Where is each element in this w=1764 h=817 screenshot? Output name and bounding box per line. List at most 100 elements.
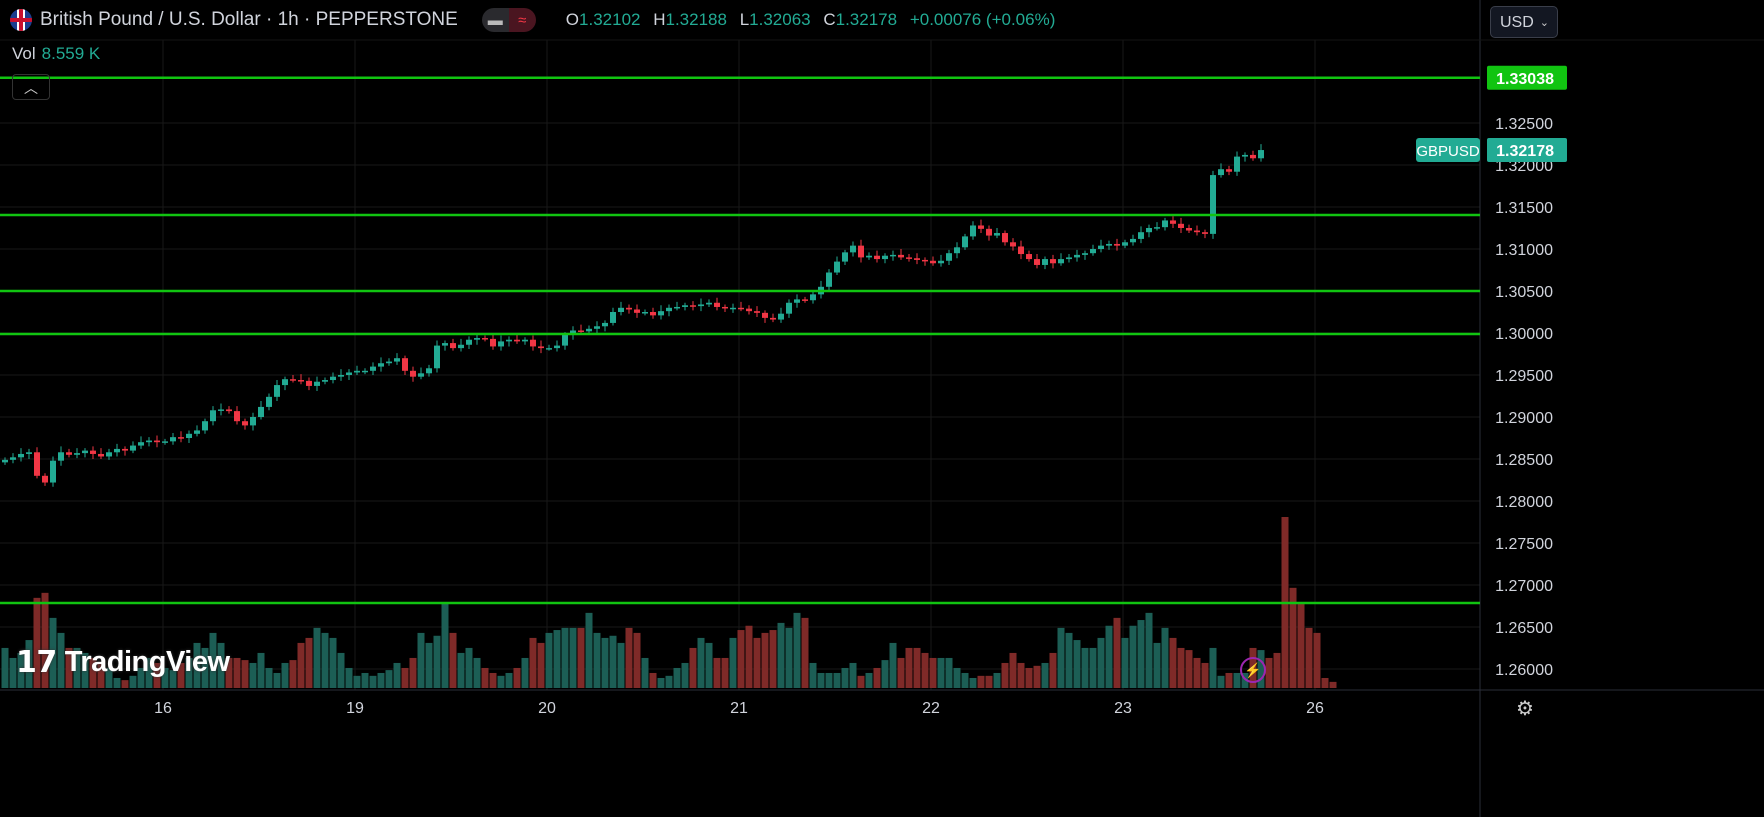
candle — [346, 369, 352, 381]
volume-bar — [1, 647, 9, 688]
candle-body — [738, 307, 744, 310]
volume-bar — [313, 627, 321, 688]
candle — [1170, 216, 1176, 228]
volume-bar — [897, 657, 905, 688]
settings-gear-icon[interactable]: ⚙ — [1516, 698, 1534, 720]
candle-body — [802, 299, 808, 301]
candle-body — [482, 338, 488, 340]
price-tick-label: 1.29500 — [1495, 368, 1553, 385]
volume-bar — [1305, 627, 1313, 688]
candle — [738, 301, 744, 312]
volume-bar — [697, 637, 705, 688]
status-pill[interactable]: ▬ ≈ — [481, 8, 536, 32]
volume-bar — [297, 642, 305, 688]
volume-bar — [1313, 632, 1321, 688]
chevron-down-icon: ⌄ — [1539, 17, 1549, 29]
last-price-label: 1.32178 — [1496, 143, 1554, 160]
price-tick-label: 1.28500 — [1495, 452, 1553, 469]
volume-bar — [1049, 652, 1057, 688]
candle — [34, 447, 40, 479]
volume-bar — [817, 672, 825, 688]
volume-bar — [881, 660, 889, 688]
gbp-usd-flag-icon — [10, 9, 32, 31]
candle-body — [658, 311, 664, 316]
candle — [410, 366, 416, 382]
volume-bar — [1009, 652, 1017, 688]
volume-bar — [721, 657, 729, 688]
collapse-legend-button[interactable]: ︿ — [12, 74, 50, 100]
candle-body — [1210, 175, 1216, 234]
tradingview-logo[interactable]: 𝟭𝟳 TradingView — [16, 645, 230, 680]
candle — [1146, 224, 1152, 238]
candle-body — [34, 452, 40, 476]
market-status-icon[interactable]: ▬ — [481, 8, 509, 32]
volume-bar — [201, 647, 209, 688]
candle — [914, 253, 920, 265]
candle-body — [1154, 227, 1160, 229]
time-tick-label: 16 — [154, 700, 172, 717]
volume-bar — [121, 680, 129, 688]
volume-bar — [97, 662, 105, 688]
candle — [610, 307, 616, 326]
volume-bar — [705, 642, 713, 688]
candle-body — [546, 348, 552, 350]
candle-body — [666, 307, 672, 312]
volume-bar — [329, 637, 337, 688]
candle-body — [602, 322, 608, 327]
volume-bar — [913, 647, 921, 688]
volume-bar — [993, 672, 1001, 688]
candle — [930, 256, 936, 266]
candle-body — [1178, 223, 1184, 228]
candle — [194, 425, 200, 437]
price-tick-label: 1.30000 — [1495, 326, 1553, 343]
candle-body — [986, 228, 992, 236]
volume-bar — [657, 677, 665, 688]
close-value: 1.32178 — [835, 10, 898, 29]
candle — [698, 298, 704, 312]
candle-body — [1146, 228, 1152, 233]
candle — [1106, 240, 1112, 250]
currency-select[interactable]: USD ⌄ — [1490, 6, 1558, 38]
volume-bar — [25, 640, 33, 688]
volume-bar — [1089, 647, 1097, 688]
candle — [58, 446, 64, 466]
volume-bar — [617, 642, 625, 688]
volume-bar — [1081, 647, 1089, 688]
lightning-icon[interactable]: ⚡ — [1240, 657, 1266, 683]
candle-body — [962, 236, 968, 248]
candle — [418, 367, 424, 380]
candle-body — [530, 339, 536, 347]
candle-body — [218, 409, 224, 411]
candle-body — [1186, 228, 1192, 231]
candle — [274, 380, 280, 402]
candle — [434, 340, 440, 373]
volume-bar — [425, 642, 433, 688]
candle-body — [362, 370, 368, 373]
candle-body — [626, 307, 632, 310]
candle-body — [10, 457, 16, 460]
candle-body — [754, 311, 760, 313]
candle-body — [1050, 259, 1056, 264]
candle — [666, 304, 672, 317]
symbol-title[interactable]: British Pound / U.S. Dollar · 1h · PEPPE… — [40, 9, 458, 30]
candle — [170, 432, 176, 445]
volume-bar — [465, 647, 473, 688]
volume-bar — [225, 657, 233, 688]
candle — [10, 453, 16, 464]
candle — [458, 338, 464, 352]
price-tick-label: 1.30500 — [1495, 284, 1553, 301]
candle — [834, 256, 840, 276]
candle-body — [410, 370, 416, 377]
candle-body — [26, 452, 32, 454]
candle — [642, 309, 648, 316]
candle-body — [938, 260, 944, 264]
volume-label: Vol — [12, 44, 36, 63]
candle-body — [1026, 254, 1032, 260]
price-tick-label: 1.26000 — [1495, 662, 1553, 679]
candle — [1194, 225, 1200, 236]
candle — [490, 334, 496, 350]
data-delay-icon[interactable]: ≈ — [508, 8, 536, 32]
volume-bar — [673, 667, 681, 688]
volume-bar — [857, 675, 865, 688]
